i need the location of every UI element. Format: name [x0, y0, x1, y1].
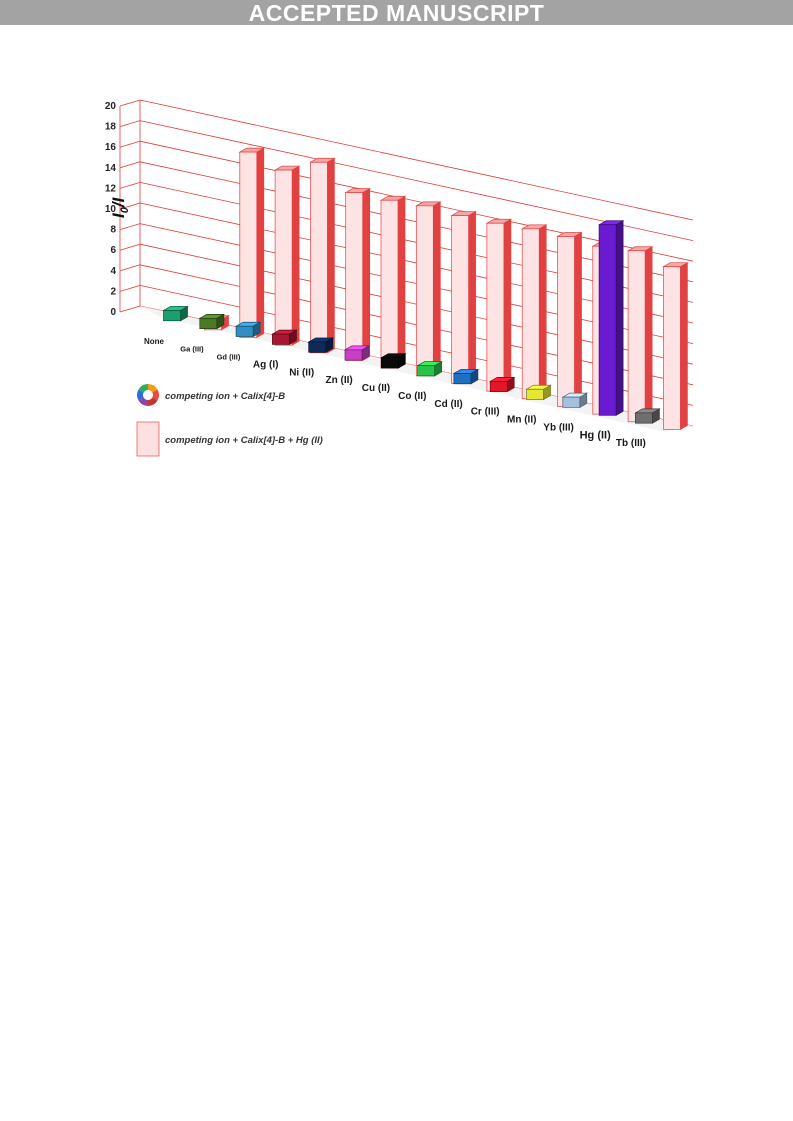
bar-calix-10 [525, 384, 552, 401]
legend-item-calix-hg: competing ion + Calix[4]-B + Hg (II) [136, 421, 323, 457]
bar-calix-0 [162, 305, 189, 322]
y-tick-label: 8 [110, 225, 116, 236]
bar-calix-4 [307, 337, 335, 353]
y-tick-label: 20 [105, 101, 117, 112]
category-label: Zn (II) [326, 375, 353, 386]
y-tick-label: 6 [110, 245, 116, 256]
bar-calix-9 [488, 376, 516, 393]
side-gridline [119, 264, 141, 272]
side-gridline [119, 285, 141, 292]
legend-item-calix: competing ion + Calix[4]-B [137, 384, 285, 406]
bar-calix-6 [379, 353, 407, 369]
side-gridline [119, 202, 141, 210]
bar-calix-hg-7 [450, 210, 477, 385]
bar-calix-hg-12 [626, 246, 654, 423]
bar-calix-11 [561, 392, 589, 409]
category-label: Gd (III) [217, 353, 241, 362]
side-gridline [119, 223, 141, 230]
bar-calix-hg-13 [662, 262, 689, 431]
bar-calix-2 [234, 321, 262, 338]
category-label: Yb (III) [543, 422, 574, 433]
y-tick-label: 10 [105, 204, 117, 215]
category-labels: None Ga (III) Gd (III) Ag (I) Ni (II) Zn (II)… [144, 337, 646, 449]
category-label: Mn (II) [507, 415, 536, 426]
y-axis-ticks: 0 2 4 6 8 10 12 14 16 18 20 [105, 101, 117, 318]
bar-calix-8 [452, 368, 480, 385]
side-gridline [119, 305, 141, 313]
bar-calix-5 [343, 345, 371, 361]
accepted-manuscript-banner: ACCEPTED MANUSCRIPT [0, 0, 793, 26]
color-wheel-icon [137, 384, 159, 406]
category-label: Ag (I) [253, 359, 279, 370]
bar-calix-hg-3 [309, 157, 336, 354]
bar-calix-hg-8 [485, 218, 513, 392]
side-gridline [119, 161, 141, 169]
side-gridline [119, 182, 141, 189]
y-tick-label: 2 [110, 286, 116, 297]
gridline [139, 99, 694, 221]
bar-calix-hg-2 [273, 165, 301, 346]
legend-label-calix: competing ion + Calix[4]-B [165, 391, 285, 402]
bar-calix-hg-9 [520, 224, 548, 400]
bar-calix-1 [198, 313, 226, 330]
y-tick-label: 0 [110, 307, 116, 318]
category-label: Cd (II) [434, 399, 462, 410]
gridline [139, 120, 694, 241]
category-label: Cu (II) [362, 383, 390, 394]
category-label: Ga (III) [180, 345, 204, 354]
side-gridline [119, 120, 141, 127]
bar-calix-3 [271, 329, 298, 346]
bar-calix-hg-1 [238, 147, 266, 339]
y-tick-label: 18 [105, 122, 117, 133]
y-tick-label: 16 [105, 142, 117, 153]
y-tick-label: 14 [105, 163, 117, 174]
bar-calix-7 [416, 361, 443, 377]
bar-calix-13 [634, 408, 661, 424]
pink-swatch-icon [136, 421, 160, 457]
category-label: Co (II) [398, 391, 426, 402]
category-label: None [144, 337, 165, 346]
chart-bars [162, 147, 689, 431]
bar-calix-hg-5 [379, 195, 407, 369]
bar-calix-hg-6 [414, 201, 442, 377]
category-label: Hg (II) [580, 429, 611, 441]
category-label: Cr (III) [471, 407, 500, 418]
category-label: Ni (II) [289, 367, 314, 378]
bar-calix-12 [597, 220, 625, 416]
category-label: Tb (III) [616, 438, 646, 449]
y-axis-label: I0/I [109, 196, 131, 218]
side-gridline [119, 99, 141, 107]
side-gridline [119, 140, 141, 148]
bar-calix-hg-10 [556, 231, 583, 408]
chart-legend: competing ion + Calix[4]-B competing ion… [136, 384, 323, 457]
y-tick-label: 4 [110, 266, 116, 277]
legend-label-calix-hg: competing ion + Calix[4]-B + Hg (II) [165, 435, 323, 446]
y-tick-label: 12 [105, 183, 117, 194]
side-gridline [119, 243, 141, 251]
bar-calix-hg-4 [344, 187, 372, 362]
